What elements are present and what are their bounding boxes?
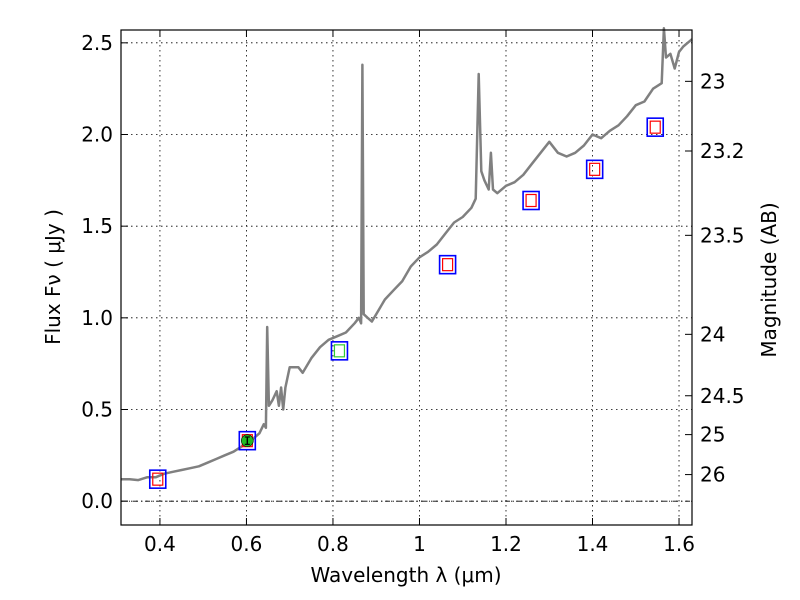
photometry-box <box>330 341 349 361</box>
x-tick-label: 0.6 <box>231 532 263 556</box>
magnitude-axis-label: Magnitude (AB) <box>757 202 781 357</box>
x-axis-label: Wavelength λ (μm) <box>310 563 501 587</box>
y-tick-label: 0.0 <box>81 489 113 513</box>
photometry-box <box>522 190 540 211</box>
y-tick-label: 1.5 <box>81 214 113 238</box>
magnitude-tick-label: 23.2 <box>700 139 745 163</box>
photometry-box-inner <box>152 472 164 486</box>
photometry-box <box>148 469 167 489</box>
photometry-box <box>646 117 665 137</box>
y-axis-ticks: 0.0 0.5 1.0 1.5 2.0 2.5 <box>81 31 128 513</box>
grid <box>121 30 692 525</box>
photometry-box-inner <box>441 258 454 272</box>
photometry-boxes <box>148 117 665 489</box>
y-tick-label: 2.5 <box>81 31 113 55</box>
photometry-box-inner <box>525 193 537 208</box>
photometry-box <box>438 254 457 275</box>
magnitude-tick-label: 23.5 <box>700 223 745 247</box>
plot-frame <box>120 29 693 526</box>
x-tick-label: 1 <box>413 532 426 556</box>
photometry-box-inner <box>589 162 601 176</box>
photometry-box-inner <box>649 120 661 134</box>
magnitude-axis-ticks: 23 23.2 23.5 24 24.5 25 26 <box>685 69 745 487</box>
x-axis-ticks: 0.4 0.6 0.8 1 1.2 1.4 1.6 <box>144 30 695 556</box>
magnitude-tick-label: 23 <box>700 69 725 93</box>
x-tick-label: 1.6 <box>663 532 695 556</box>
photometry-box <box>585 159 604 180</box>
y-axis-label: Flux Fν ( μJy ) <box>41 209 65 345</box>
magnitude-tick-label: 26 <box>700 463 725 487</box>
y-tick-label: 0.5 <box>81 398 113 422</box>
x-tick-label: 1.2 <box>490 532 522 556</box>
x-tick-label: 1.4 <box>577 532 609 556</box>
photometry-box-inner <box>333 344 346 358</box>
magnitude-tick-label: 24.5 <box>700 384 745 408</box>
observed-point-group <box>241 434 254 447</box>
spectrum-line <box>121 26 693 482</box>
magnitude-tick-label: 24 <box>700 322 725 346</box>
y-tick-label: 2.0 <box>81 123 113 147</box>
x-tick-label: 0.8 <box>317 532 349 556</box>
y-tick-label: 1.0 <box>81 306 113 330</box>
photometry-box <box>238 430 257 451</box>
magnitude-tick-label: 25 <box>700 423 725 447</box>
x-tick-label: 0.4 <box>144 532 176 556</box>
